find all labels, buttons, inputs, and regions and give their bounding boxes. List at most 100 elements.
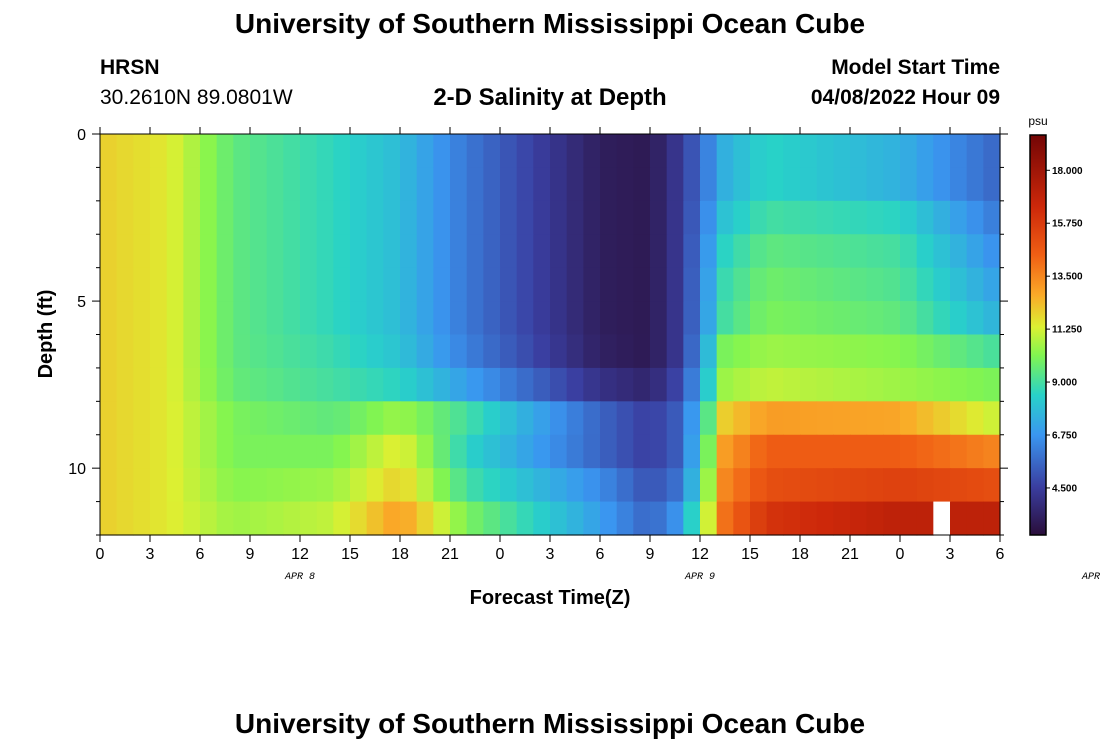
heatmap-cell — [700, 401, 718, 436]
x-tick-label: 0 — [96, 546, 105, 563]
x-tick-label: 0 — [496, 546, 505, 563]
heatmap-cell — [183, 134, 201, 169]
heatmap-cell — [133, 301, 151, 336]
heatmap-cell — [283, 234, 301, 269]
heatmap-cell — [333, 401, 351, 436]
heatmap-cell — [633, 301, 651, 336]
heatmap-cell — [150, 367, 168, 402]
heatmap-cell — [716, 234, 734, 269]
heatmap-cell — [400, 234, 418, 269]
heatmap-cell — [883, 167, 901, 202]
heatmap-cell — [750, 468, 768, 503]
heatmap-cell — [816, 334, 834, 369]
heatmap-cell — [250, 167, 268, 202]
heatmap-cell — [616, 367, 634, 402]
heatmap-cell — [233, 267, 251, 302]
heatmap-cell — [400, 434, 418, 469]
heatmap-cell — [950, 434, 968, 469]
heatmap-cell — [383, 301, 401, 336]
heatmap-cell — [200, 334, 218, 369]
heatmap-cell — [866, 200, 884, 235]
heatmap-cell — [283, 401, 301, 436]
heatmap-cell — [866, 301, 884, 336]
heatmap-cell — [483, 134, 501, 169]
heatmap-cell — [333, 167, 351, 202]
heatmap-cell — [250, 367, 268, 402]
heatmap-cell — [683, 200, 701, 235]
heatmap-cell — [350, 367, 368, 402]
heatmap-cell — [283, 468, 301, 503]
heatmap-cell — [700, 167, 718, 202]
heatmap-cell — [183, 334, 201, 369]
heatmap-cell — [200, 434, 218, 469]
heatmap-cell — [600, 334, 618, 369]
heatmap-cell — [850, 367, 868, 402]
heatmap-cell — [466, 468, 484, 503]
colorbar-tick-label: 4.500 — [1052, 483, 1077, 494]
heatmap-cell — [150, 234, 168, 269]
heatmap-cell — [516, 134, 534, 169]
heatmap-cell — [133, 234, 151, 269]
heatmap-cell — [483, 234, 501, 269]
heatmap-cell — [483, 167, 501, 202]
heatmap-cell — [166, 200, 184, 235]
heatmap-cell — [966, 468, 984, 503]
heatmap-cell — [966, 167, 984, 202]
heatmap-cell — [916, 267, 934, 302]
heatmap-cell — [266, 134, 284, 169]
heatmap-cell — [433, 434, 451, 469]
heatmap-cell — [916, 200, 934, 235]
heatmap-cell — [216, 167, 234, 202]
heatmap-cell — [450, 334, 468, 369]
heatmap-cell — [916, 134, 934, 169]
date-label: APR 10 — [1081, 572, 1100, 583]
model-start-label: Model Start Time — [831, 56, 1000, 79]
heatmap-cell — [216, 200, 234, 235]
page-title: University of Southern Mississippi Ocean… — [234, 8, 866, 39]
heatmap-cell — [300, 234, 318, 269]
heatmap-cell — [166, 401, 184, 436]
heatmap-cell — [916, 234, 934, 269]
heatmap-cell — [366, 434, 384, 469]
heatmap-cell — [666, 334, 684, 369]
heatmap-cell — [316, 468, 334, 503]
heatmap-cell — [933, 200, 951, 235]
heatmap-cell — [283, 301, 301, 336]
heatmap-cell — [700, 134, 718, 169]
heatmap-cell — [183, 367, 201, 402]
heatmap-cell — [983, 134, 1001, 169]
colorbar-tick-label: 13.500 — [1052, 272, 1083, 283]
heatmap-cell — [783, 134, 801, 169]
y-tick-label: 10 — [68, 461, 86, 478]
heatmap-cell — [883, 401, 901, 436]
heatmap-cell — [300, 267, 318, 302]
heatmap-cell — [166, 134, 184, 169]
heatmap-cell — [283, 267, 301, 302]
heatmap-cell — [866, 267, 884, 302]
heatmap-cell — [783, 301, 801, 336]
heatmap-cell — [183, 267, 201, 302]
heatmap-cell — [833, 200, 851, 235]
heatmap-cell — [683, 468, 701, 503]
heatmap-cell — [516, 468, 534, 503]
heatmap-cell — [416, 501, 434, 536]
heatmap-cell — [983, 267, 1001, 302]
heatmap-cell — [566, 334, 584, 369]
heatmap-cell — [566, 468, 584, 503]
heatmap-cell — [600, 167, 618, 202]
colorbar: 4.500 6.750 9.000 11.250 13.500 15.750 18.000 p… — [1028, 114, 1083, 536]
heatmap-cell — [166, 434, 184, 469]
colorbar-tick-label: 18.000 — [1052, 166, 1083, 177]
heatmap-cell — [266, 501, 284, 536]
heatmap-cell — [883, 134, 901, 169]
heatmap-cell — [583, 334, 601, 369]
x-tick-label: 21 — [841, 546, 859, 563]
heatmap-cell — [333, 200, 351, 235]
heatmap-cell — [633, 134, 651, 169]
heatmap-cell — [250, 434, 268, 469]
heatmap-cell — [400, 134, 418, 169]
heatmap-cell — [200, 267, 218, 302]
heatmap-cell — [783, 200, 801, 235]
heatmap-cell — [316, 401, 334, 436]
heatmap-cell — [666, 134, 684, 169]
